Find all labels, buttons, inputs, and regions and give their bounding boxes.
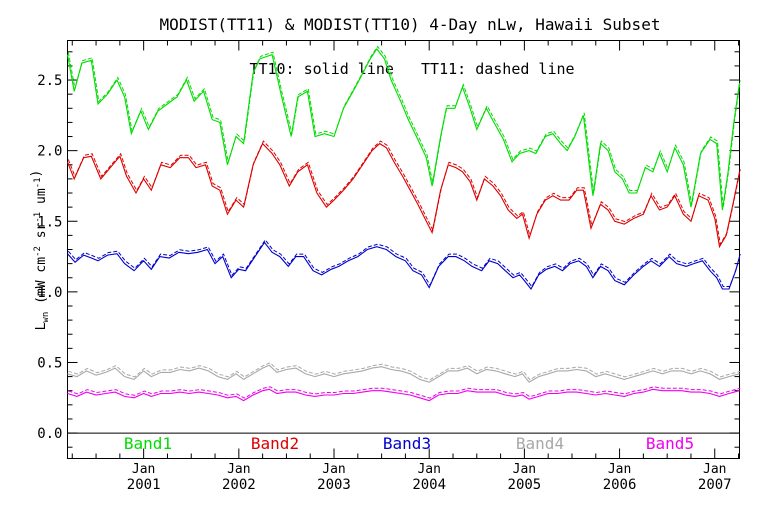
x-tick-month-label: Jan — [513, 462, 536, 477]
band3-dashed-line — [67, 239, 741, 288]
x-tick-year-label: 2007 — [698, 477, 732, 493]
x-tick-month-label: Jan — [227, 462, 250, 477]
x-tick-month-label: Jan — [132, 462, 155, 477]
legend-band4: Band4 — [516, 434, 564, 453]
band3-solid-line — [67, 241, 741, 290]
legend-band3: Band3 — [383, 434, 431, 453]
chart-title: MODIST(TT11) & MODIST(TT10) 4-Day nLw, H… — [160, 15, 661, 34]
y-axis: 0.0 0.5 1.0 1.5 2.0 2.5 — [37, 51, 740, 448]
band2-dashed-line — [67, 140, 741, 246]
y-tick-label: 0.0 — [37, 426, 62, 442]
y-tick-label: 1.0 — [37, 285, 62, 301]
x-tick-year-label: 2006 — [603, 477, 637, 493]
x-tick-month-label: Jan — [322, 462, 345, 477]
legend-band2: Band2 — [251, 434, 299, 453]
legend-band1: Band1 — [124, 434, 172, 453]
y-tick-label: 1.5 — [37, 214, 62, 230]
x-tick-year-label: 2004 — [412, 477, 446, 493]
y-tick-label: 2.0 — [37, 144, 62, 160]
x-tick-month-label: Jan — [608, 462, 631, 477]
x-tick-month-label: Jan — [703, 462, 726, 477]
band1-dashed-line — [67, 45, 741, 208]
band4-solid-line — [67, 364, 740, 383]
y-axis-label: Lwn (mW cm-2 sr-1 um-1) — [29, 170, 51, 331]
band4-dashed-line — [68, 362, 741, 381]
x-tick-year-label: 2005 — [508, 477, 542, 493]
x-tick-month-label: Jan — [417, 462, 440, 477]
x-tick-year-label: 2003 — [317, 477, 351, 493]
band5-dashed-line — [68, 386, 741, 399]
legend: Band1 Band2 Band3 Band4 Band5 — [124, 434, 694, 453]
x-tick-year-label: 2002 — [222, 477, 256, 493]
line-style-note: TT10: solid line TT11: dashed line — [249, 60, 574, 78]
y-axis-label-text: Lwn (mW cm-2 sr-1 um-1) — [29, 170, 51, 331]
band5-solid-line — [67, 388, 740, 402]
series-layer — [66, 45, 741, 402]
y-tick-label: 2.5 — [37, 73, 62, 89]
band1-solid-line — [66, 48, 741, 211]
x-tick-year-label: 2001 — [127, 477, 161, 493]
legend-band5: Band5 — [646, 434, 694, 453]
x-axis: Jan2001Jan2002Jan2003Jan2004Jan2005Jan20… — [71, 40, 740, 493]
band2-solid-line — [66, 142, 741, 249]
y-tick-label: 0.5 — [37, 355, 62, 371]
